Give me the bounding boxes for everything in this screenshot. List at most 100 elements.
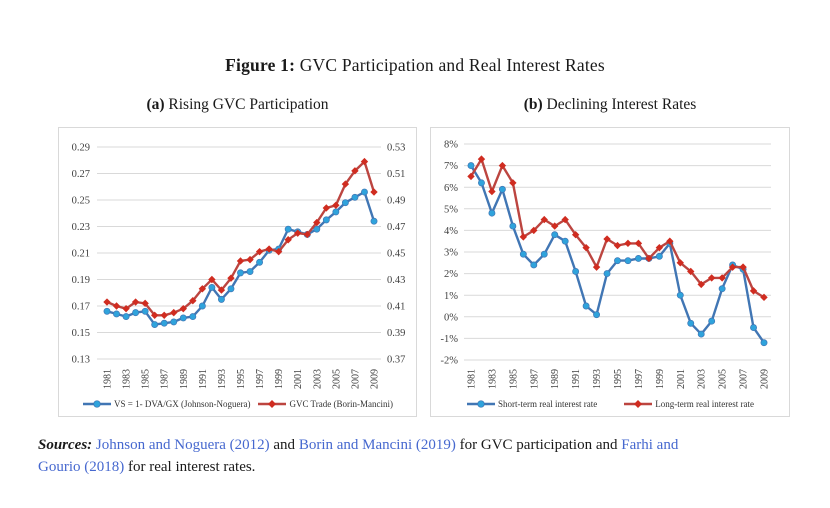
sources-text: and [269,437,299,453]
data-point-marker [103,307,111,315]
y-axis-tick-label: -2% [441,356,459,367]
y-axis-tick-label: 0.23 [72,222,90,233]
data-point-marker [370,188,378,196]
chart-b-panel: 8% 7% 6% 5% 4% 3% 2% 1% 0% -1% -2% 1981 1983 1985 1987… [430,127,790,417]
sources-text: for real interest rates. [124,458,256,475]
data-point-marker [572,267,580,275]
panel-b-title-text: Declining Interest Rates [546,96,697,113]
secondary-y-axis-tick-label: 0.41 [387,302,405,313]
data-point-marker [284,225,292,233]
data-point-marker [351,167,359,175]
x-axis-tick-label: 1983 [122,369,133,389]
data-point-marker [370,217,378,225]
secondary-y-axis-tick-label: 0.39 [387,328,405,339]
x-axis-tick-label: 2003 [312,369,323,389]
secondary-y-axis-tick-label: 0.53 [387,143,405,154]
y-axis-tick-label: 5% [444,204,458,215]
data-point-marker [687,267,695,276]
data-point-marker [322,216,330,224]
data-point-marker [760,339,768,347]
x-axis-tick-label: 1985 [508,369,519,389]
x-axis-tick-label: 2009 [370,369,381,389]
data-point-marker [645,254,653,263]
data-point-marker [217,295,225,303]
data-point-marker [551,231,559,239]
data-point-marker [303,230,311,239]
y-axis-tick-label: -1% [441,334,459,345]
data-point-marker [151,321,159,328]
y-axis-tick-label: 0.25 [72,196,90,207]
x-axis-tick-label: 1987 [529,369,540,389]
data-point-marker [361,188,368,196]
data-point-marker [236,257,245,265]
y-axis-tick-label: 1% [444,291,458,302]
legend-diamond-marker-icon [624,399,653,408]
figure-title-text: GVC Participation and Real Interest Rate… [299,55,605,75]
data-point-marker [322,204,331,212]
data-point-marker [179,304,187,313]
x-axis-tick-label: 1995 [236,369,247,389]
chart-a-legend: VS = 1- DVA/GX (Johnson-Noguera) GVC Trad… [59,391,416,416]
data-point-marker [132,309,140,317]
panel-a-title-text: Rising GVC Participation [168,96,329,113]
y-axis-tick-label: 8% [444,140,458,151]
citation-link[interactable]: Borin and Mancini (2019) [298,437,456,453]
citation-link[interactable]: Farhi and [621,437,679,453]
legend-item: Long-term real interest rate [623,399,754,409]
panel-a-label: (a) [146,96,165,113]
data-point-marker [697,330,705,338]
x-axis-tick-label: 1991 [571,369,582,389]
data-point-marker [122,304,130,313]
data-point-marker [208,283,216,291]
data-point-marker [467,162,475,170]
y-axis-tick-label: 7% [444,161,458,172]
data-point-marker [540,250,548,258]
y-axis-tick-label: 0.13 [72,355,90,366]
x-axis-tick-label: 2007 [350,369,361,389]
y-axis-tick-label: 0.15 [72,328,90,339]
x-axis-tick-label: 2005 [718,369,729,389]
legend-circle-marker-icon [83,399,112,408]
legend-circle-marker-icon [467,399,496,408]
x-axis-tick-label: 1981 [467,369,478,389]
data-point-marker [718,285,726,293]
data-point-marker [561,215,569,224]
data-point-marker [488,209,496,217]
data-point-marker [509,222,517,230]
data-point-marker [198,302,206,310]
data-point-marker [189,297,197,305]
y-axis-tick-label: 0.29 [72,143,90,154]
legend-label: GVC Trade (Borin-Mancini) [289,398,393,409]
data-point-marker [488,187,496,196]
data-point-marker [519,250,527,258]
sources-label: Sources: [38,437,93,453]
data-point-marker [708,317,716,325]
data-point-marker [341,199,349,207]
secondary-y-axis-tick-label: 0.37 [387,355,405,366]
secondary-y-axis-tick-label: 0.43 [387,275,405,286]
legend-label: Short-term real interest rate [498,398,598,409]
data-point-marker [676,291,684,299]
data-point-marker [179,314,187,322]
x-axis-tick-label: 2001 [293,369,304,389]
x-axis-tick-label: 1983 [487,369,498,389]
citation-link[interactable]: Johnson and Noguera (2012) [95,437,270,453]
data-point-marker [113,310,120,318]
data-point-marker [332,208,340,216]
data-point-marker [198,285,207,293]
legend-label: VS = 1- DVA/GX (Johnson-Noguera) [114,398,251,409]
panel-a-title: (a) Rising GVC Participation [58,96,417,114]
data-point-marker [313,218,321,227]
legend-label: Long-term real interest rate [655,398,754,409]
data-point-marker [341,180,350,188]
data-point-marker [707,274,716,282]
x-axis-tick-label: 2005 [331,369,342,389]
citation-link[interactable]: Gourio (2018) [38,458,125,475]
data-point-marker [208,275,216,284]
chart-b-canvas: 8% 7% 6% 5% 4% 3% 2% 1% 0% -1% -2% 1981 1983 1985 1987… [441,140,771,389]
x-axis-tick-label: 1985 [141,369,152,389]
data-point-marker [227,274,235,282]
x-axis-tick-label: 1993 [592,369,603,389]
data-point-marker [103,298,111,306]
chart-b-legend: Short-term real interest rate Long-term r… [431,391,789,416]
